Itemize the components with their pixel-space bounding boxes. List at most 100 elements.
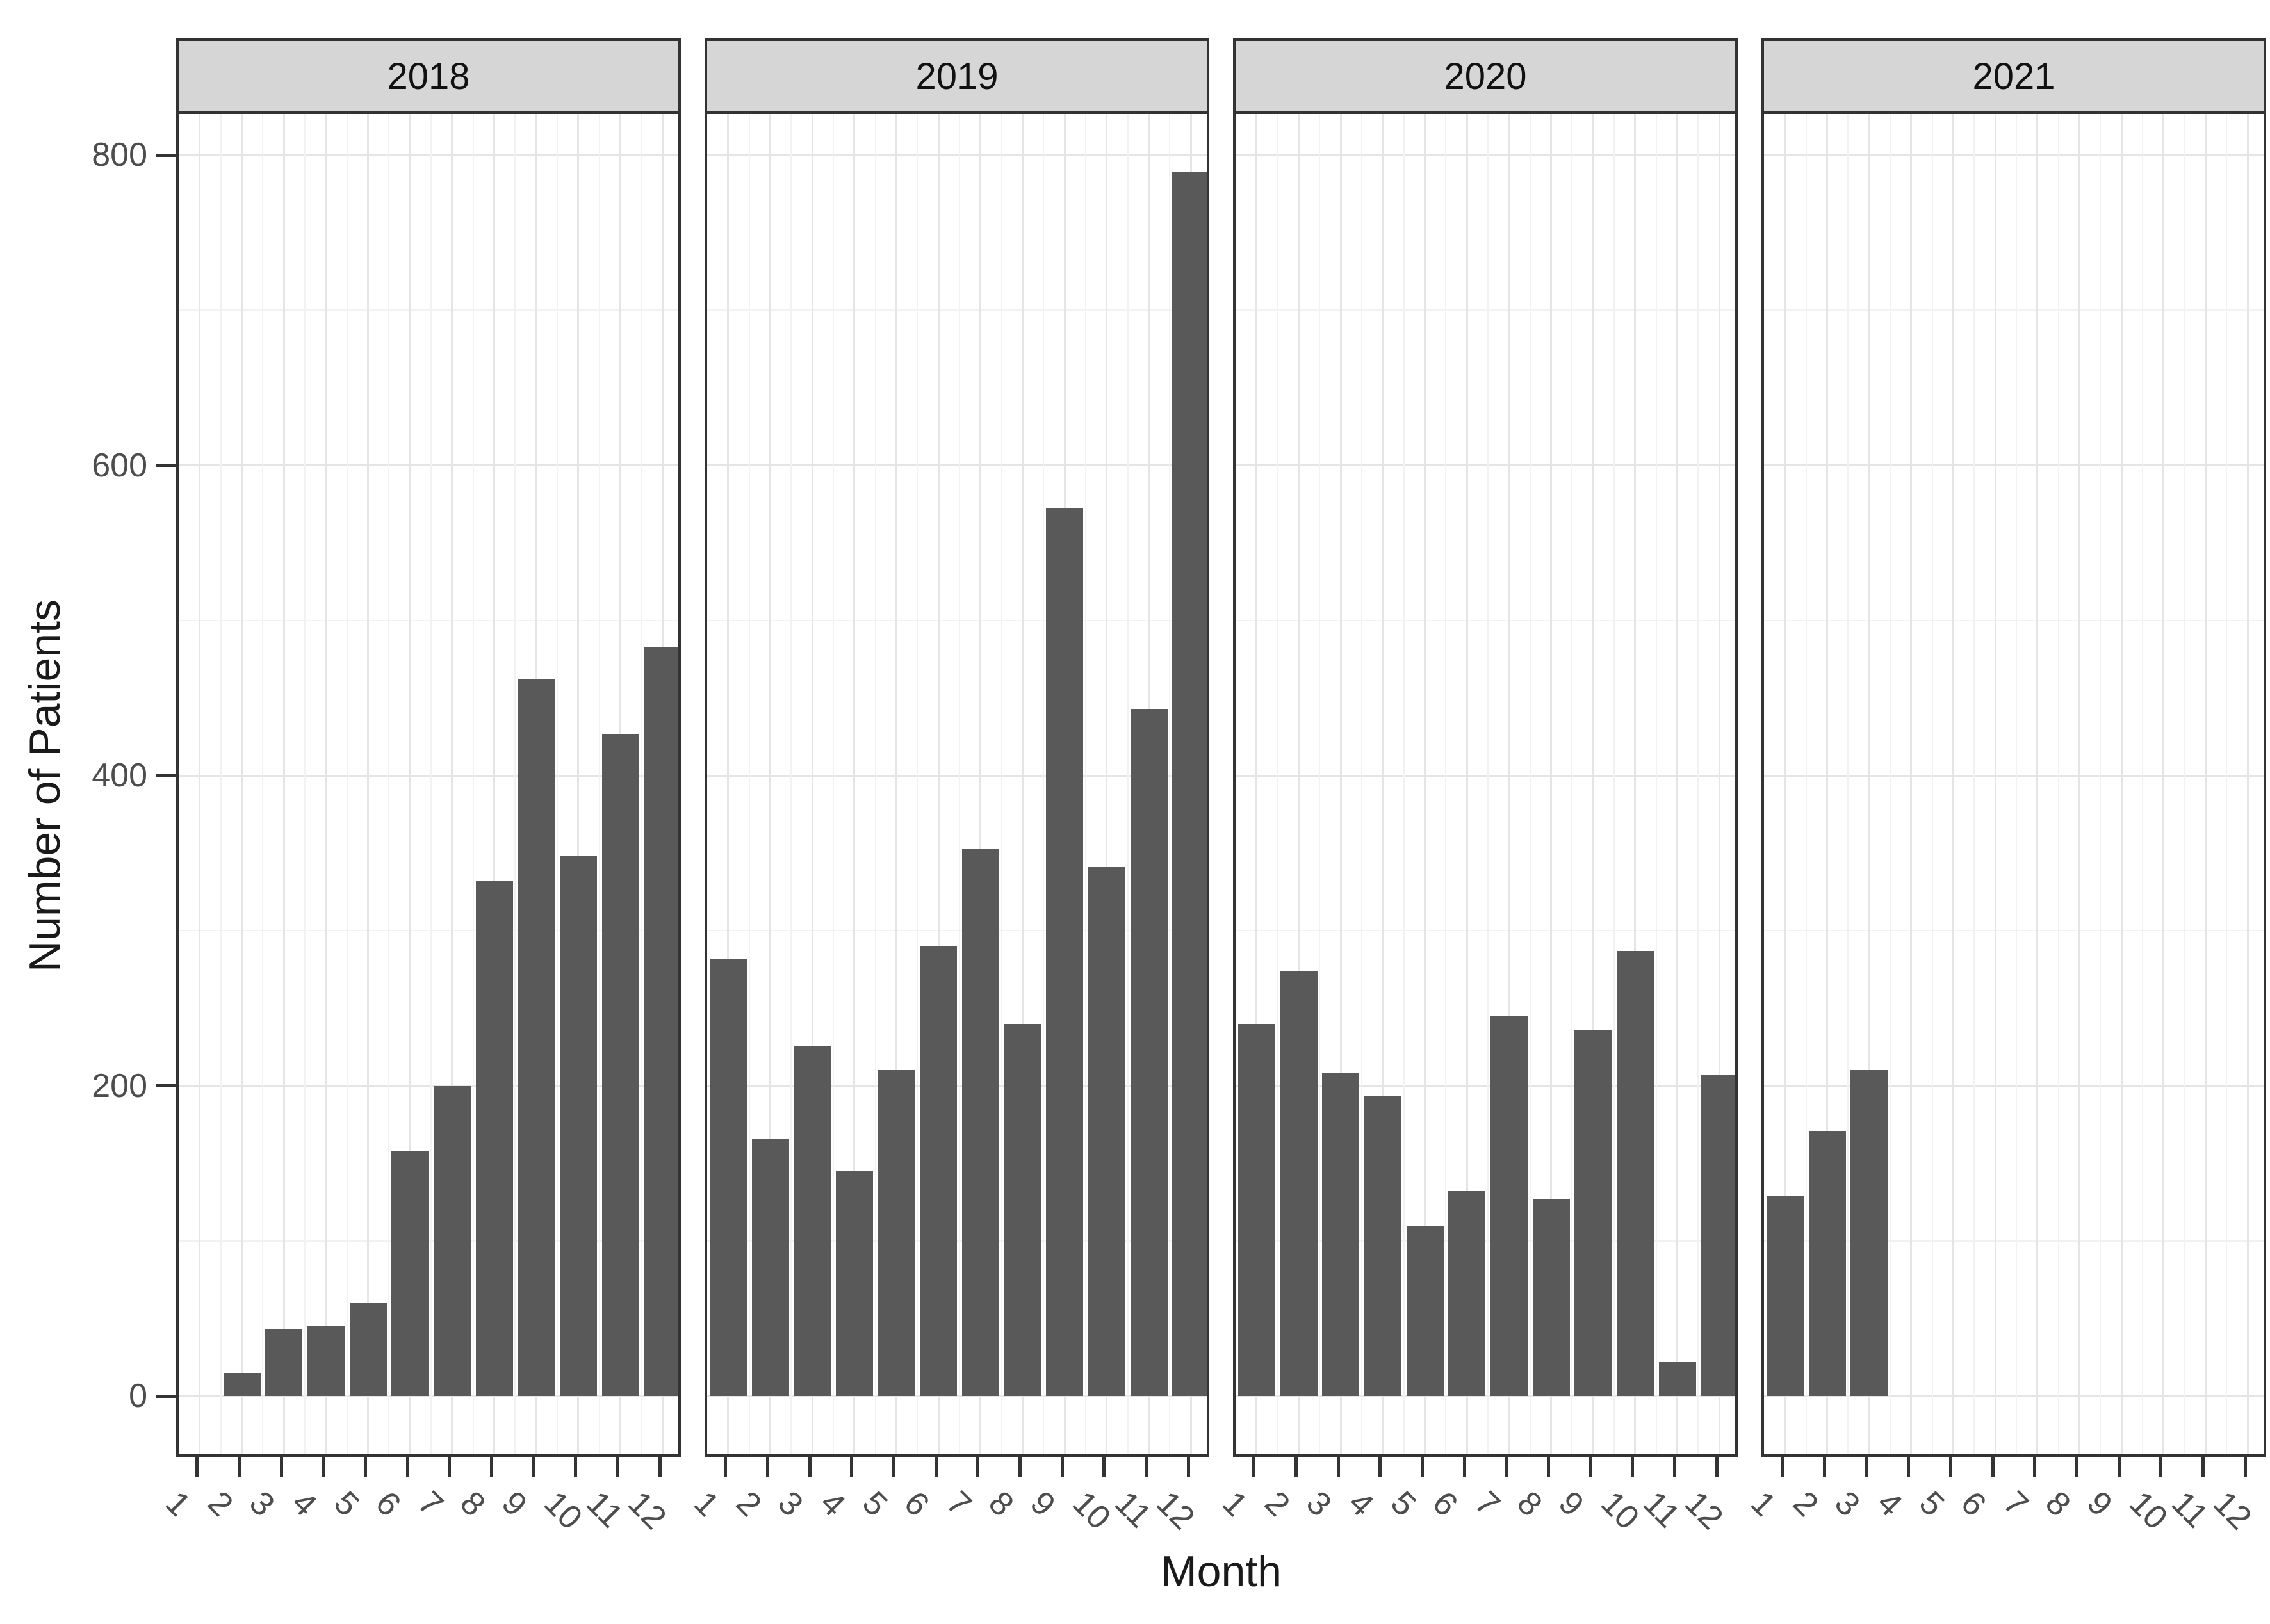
bar [1532,1199,1570,1396]
facet-strip-label: 2021 [1972,55,2055,97]
x-tick-label: 6 [897,1484,936,1524]
x-tick-label: 3 [242,1484,282,1524]
x-tick-label: 12 [1678,1484,1731,1537]
x-tick-label: 2 [728,1484,769,1524]
gridline-major-v [1255,114,1258,1454]
x-axis-tick [1673,1457,1676,1477]
y-axis-tick [156,153,176,157]
x-axis-tick [1949,1457,1952,1477]
x-axis-tick [195,1457,199,1477]
gridline-major-v [769,114,771,1454]
bar [709,958,747,1396]
y-axis-tick [156,1394,176,1398]
gridline-minor-h [1764,930,2264,932]
gridline-minor-v [959,114,960,1454]
bar [1322,1073,1360,1396]
x-tick-label: 9 [1023,1484,1063,1524]
gridline-major-h [179,154,678,156]
gridline-major-v [1424,114,1426,1454]
x-tick-label: 3 [771,1484,810,1524]
gridline-major-v [577,114,580,1454]
bar [1808,1130,1846,1396]
gridline-minor-v [514,114,516,1454]
gridline-minor-v [1319,114,1321,1454]
gridline-major-v [1550,114,1552,1454]
x-tick-label: 2 [1785,1484,1825,1524]
y-tick-label: 0 [129,1377,147,1415]
gridline-minor-v [1043,114,1045,1454]
x-tick-label: 4 [1869,1484,1909,1524]
x-axis-tick [1865,1457,1868,1477]
x-axis-tick [405,1457,409,1477]
gridline-minor-v [1571,114,1573,1454]
gridline-major-v [979,114,982,1454]
y-axis-tick [156,1084,176,1087]
x-axis-tick [2117,1457,2121,1477]
x-tick-label: 5 [1911,1484,1952,1524]
gridline-major-v [2036,114,2039,1454]
gridline-major-v [1952,114,1954,1454]
gridline-minor-v [790,114,792,1454]
x-tick-label: 9 [494,1484,534,1524]
x-tick-label: 2 [200,1484,240,1524]
bar [223,1372,261,1396]
gridline-minor-v [1403,114,1405,1454]
gridline-minor-v [874,114,876,1454]
x-tick-label: 5 [854,1484,895,1524]
gridline-minor-h [179,309,678,311]
gridline-minor-v [2142,114,2143,1454]
x-axis-tick [2159,1457,2163,1477]
gridline-major-v [727,114,730,1454]
gridline-major-v [2078,114,2080,1454]
bar [1172,172,1207,1396]
bar [1850,1070,1888,1396]
gridline-major-v [1508,114,1510,1454]
x-tick-label: 12 [2206,1484,2259,1537]
gridline-major-v [1826,114,1828,1454]
gridline-major-h [179,774,678,777]
gridline-minor-v [1890,114,1891,1454]
x-axis-tick [490,1457,493,1477]
x-tick-label: 1 [686,1484,726,1524]
y-tick-label: 200 [92,1067,147,1105]
x-axis-tick [1631,1457,1635,1477]
x-tick-label: 7 [938,1484,979,1524]
x-axis-tick [2201,1457,2205,1477]
y-tick-label: 800 [92,136,147,174]
bar [1574,1030,1612,1396]
gridline-major-h [1236,1395,1735,1397]
y-axis-tick [156,464,176,467]
bar [751,1138,789,1396]
x-tick-label: 1 [1214,1484,1255,1524]
facet-strip: 2018 [176,38,681,114]
x-tick-label: 1 [1743,1484,1783,1524]
gridline-major-h [707,774,1207,777]
facet-strip: 2021 [1761,38,2266,114]
gridline-major-v [1382,114,1384,1454]
x-axis-tick [1018,1457,1022,1477]
gridline-minor-h [1236,309,1735,311]
x-tick-label: 4 [284,1484,324,1524]
facet-strip: 2020 [1233,38,1738,114]
gridline-minor-v [346,114,348,1454]
x-tick-label: 8 [981,1484,1021,1524]
bar [920,946,958,1396]
x-tick-label: 9 [2080,1484,2119,1524]
bar [794,1045,831,1396]
x-axis-tick [1145,1457,1148,1477]
gridline-minor-v [1931,114,1933,1454]
x-axis-tick [2243,1457,2247,1477]
x-axis-tick [1294,1457,1298,1477]
gridline-minor-v [1169,114,1171,1454]
bar [1046,508,1084,1396]
y-tick-label: 600 [92,446,147,484]
gridline-major-v [199,114,201,1454]
gridline-major-v [937,114,940,1454]
gridline-minor-v [917,114,919,1454]
gridline-major-h [707,464,1207,466]
bar [1130,708,1168,1396]
gridline-major-h [707,1395,1207,1397]
x-axis-tick [279,1457,283,1477]
bar [349,1303,387,1396]
x-axis-tick [1781,1457,1784,1477]
